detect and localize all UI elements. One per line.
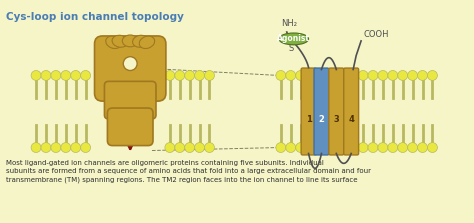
Circle shape <box>286 142 296 153</box>
Polygon shape <box>109 106 152 113</box>
Circle shape <box>71 70 81 81</box>
Circle shape <box>165 142 175 153</box>
Ellipse shape <box>133 35 148 47</box>
Circle shape <box>428 70 438 81</box>
Circle shape <box>123 57 137 70</box>
Circle shape <box>165 70 175 81</box>
Circle shape <box>195 70 204 81</box>
Ellipse shape <box>139 36 155 49</box>
Circle shape <box>388 70 398 81</box>
Circle shape <box>276 142 286 153</box>
Circle shape <box>296 70 306 81</box>
Text: COOH: COOH <box>363 30 389 39</box>
Text: Most ligand-gated ion channels are oligomeric proteins containing five subunits.: Most ligand-gated ion channels are oligo… <box>6 160 371 183</box>
Circle shape <box>204 70 214 81</box>
FancyBboxPatch shape <box>108 108 153 146</box>
Circle shape <box>41 142 51 153</box>
Circle shape <box>398 70 408 81</box>
Circle shape <box>428 142 438 153</box>
FancyBboxPatch shape <box>104 81 156 119</box>
Text: 1: 1 <box>306 115 311 124</box>
Text: Cys-loop ion channel topology: Cys-loop ion channel topology <box>6 12 184 22</box>
Circle shape <box>81 70 91 81</box>
Circle shape <box>175 142 185 153</box>
Text: 4: 4 <box>348 115 354 124</box>
Ellipse shape <box>112 35 128 47</box>
Circle shape <box>41 70 51 81</box>
Circle shape <box>185 142 195 153</box>
Circle shape <box>368 70 378 81</box>
Text: Agonist: Agonist <box>277 34 310 43</box>
Circle shape <box>358 70 368 81</box>
Circle shape <box>398 142 408 153</box>
FancyBboxPatch shape <box>329 68 344 155</box>
Text: 2: 2 <box>319 115 324 124</box>
FancyBboxPatch shape <box>94 36 166 101</box>
FancyBboxPatch shape <box>314 68 329 155</box>
Text: NH₂: NH₂ <box>281 19 297 28</box>
Ellipse shape <box>122 35 138 47</box>
Ellipse shape <box>279 33 309 45</box>
Circle shape <box>61 142 71 153</box>
Circle shape <box>408 70 418 81</box>
Circle shape <box>378 70 388 81</box>
Circle shape <box>358 142 368 153</box>
Circle shape <box>286 70 296 81</box>
Circle shape <box>31 142 41 153</box>
Ellipse shape <box>106 36 121 49</box>
Circle shape <box>408 142 418 153</box>
FancyBboxPatch shape <box>301 68 316 155</box>
Circle shape <box>185 70 195 81</box>
Circle shape <box>388 142 398 153</box>
Circle shape <box>195 142 204 153</box>
Circle shape <box>378 142 388 153</box>
Circle shape <box>368 142 378 153</box>
Circle shape <box>31 70 41 81</box>
Text: 3: 3 <box>333 115 339 124</box>
Circle shape <box>71 142 81 153</box>
Circle shape <box>204 142 214 153</box>
Circle shape <box>51 142 61 153</box>
Circle shape <box>61 70 71 81</box>
Circle shape <box>175 70 185 81</box>
Circle shape <box>81 142 91 153</box>
Circle shape <box>51 70 61 81</box>
Circle shape <box>276 70 286 81</box>
Circle shape <box>296 142 306 153</box>
Circle shape <box>418 70 428 81</box>
Text: S: S <box>288 44 293 53</box>
FancyBboxPatch shape <box>344 68 359 155</box>
Circle shape <box>418 142 428 153</box>
